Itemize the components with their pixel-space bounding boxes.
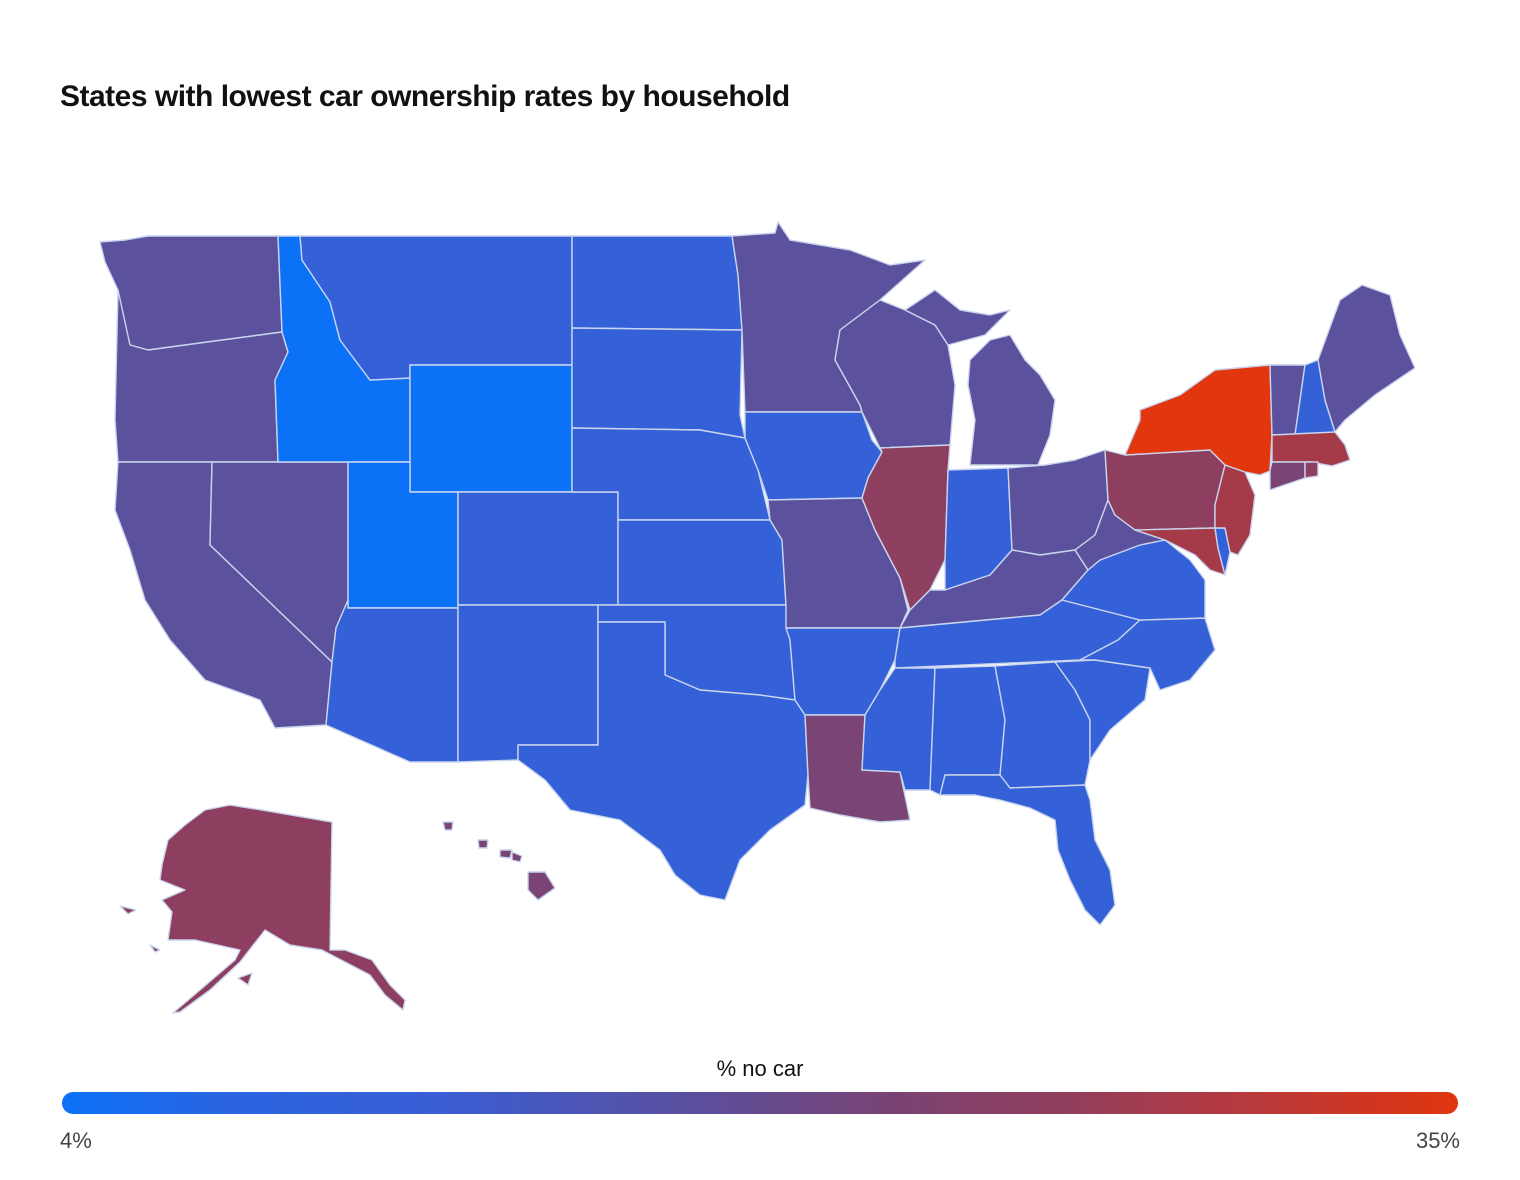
state-nm[interactable] (457, 604, 599, 763)
state-ak[interactable] (119, 804, 406, 1014)
state-ny[interactable] (1124, 364, 1299, 476)
state-ms[interactable] (861, 667, 936, 791)
state-wi[interactable] (834, 299, 956, 449)
legend-max-label: 35% (1415, 1128, 1460, 1153)
us-choropleth-map (99, 221, 1416, 1014)
legend-min-label: 4% (60, 1128, 92, 1153)
state-il[interactable] (861, 444, 951, 611)
state-ri[interactable] (1304, 461, 1319, 479)
state-tx[interactable] (517, 621, 809, 901)
chart-title: States with lowest car ownership rates b… (60, 80, 790, 113)
state-ia[interactable] (744, 411, 883, 501)
state-wy[interactable] (409, 364, 573, 493)
state-ma[interactable] (1271, 431, 1351, 467)
legend-title: % no car (716, 1056, 804, 1081)
state-co[interactable] (457, 491, 619, 606)
state-me[interactable] (1317, 284, 1416, 433)
state-mi[interactable] (904, 289, 1056, 466)
state-az[interactable] (325, 599, 459, 763)
state-fl[interactable] (939, 774, 1116, 926)
legend-color-scale (62, 1092, 1458, 1114)
state-nc[interactable] (1079, 617, 1216, 691)
state-ks[interactable] (617, 519, 787, 606)
state-nd[interactable] (571, 235, 743, 331)
state-nj[interactable] (1214, 464, 1256, 556)
state-pa[interactable] (1104, 449, 1226, 531)
state-sd[interactable] (571, 327, 746, 439)
state-ct[interactable] (1269, 461, 1306, 491)
state-hi[interactable] (442, 821, 556, 901)
